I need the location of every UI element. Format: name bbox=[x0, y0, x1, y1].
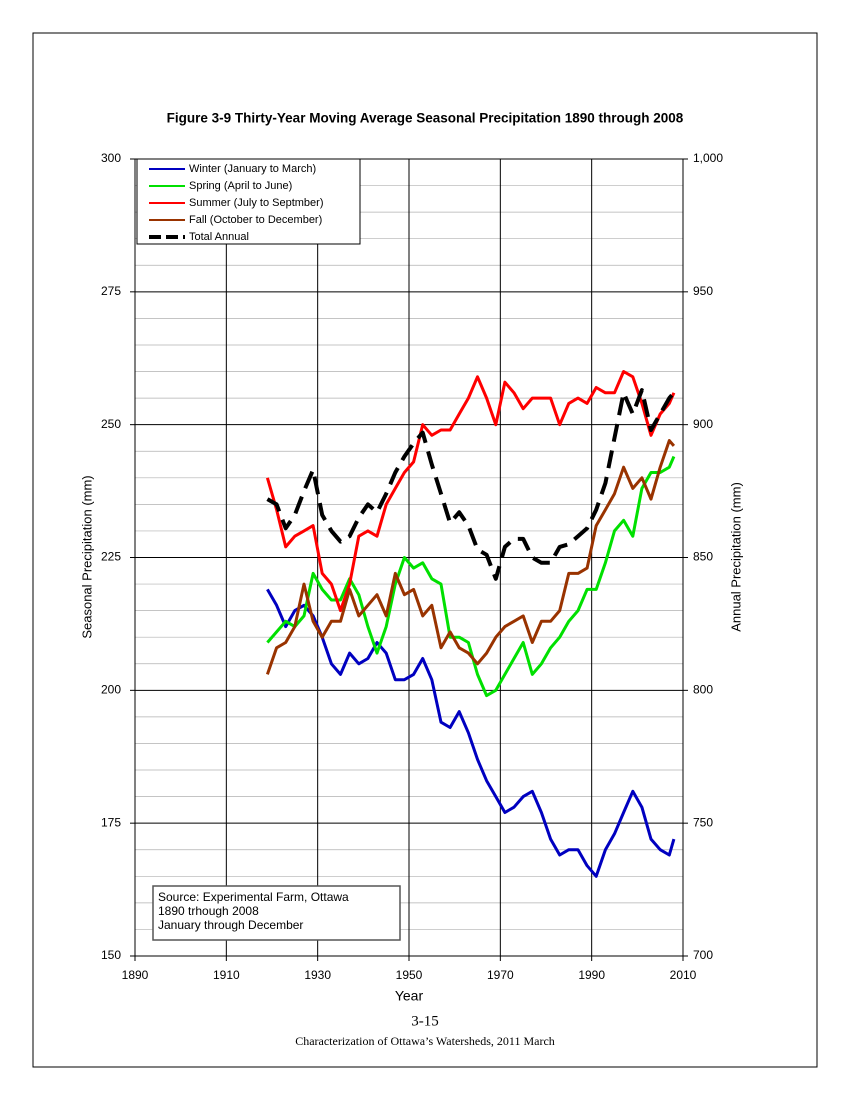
page-number: 3-15 bbox=[411, 1013, 439, 1029]
y2-tick-label: 900 bbox=[693, 417, 713, 431]
source-note: Source: Experimental Farm, Ottawa bbox=[158, 890, 349, 904]
series-line bbox=[266, 588, 676, 878]
y2-tick-label: 750 bbox=[693, 815, 713, 829]
y-tick-label: 275 bbox=[101, 284, 121, 298]
source-note: 1890 trhough 2008 bbox=[158, 904, 259, 918]
x-tick-label: 1930 bbox=[304, 968, 331, 982]
legend-label: Summer (July to Septmber) bbox=[189, 197, 323, 209]
x-tick-label: 1910 bbox=[213, 968, 240, 982]
series-line bbox=[265, 439, 676, 675]
legend-label: Winter (January to March) bbox=[189, 163, 316, 175]
legend-box bbox=[136, 158, 361, 245]
series-line bbox=[265, 370, 676, 613]
y-tick-label: 225 bbox=[101, 550, 121, 564]
y-tick-label: 175 bbox=[101, 815, 121, 829]
source-box bbox=[152, 885, 401, 941]
x-axis-label: Year bbox=[395, 988, 424, 1004]
footer: Characterization of Ottawa’s Watersheds,… bbox=[295, 1034, 555, 1048]
y-tick-label: 250 bbox=[101, 417, 121, 431]
plot-frame bbox=[134, 158, 684, 957]
y2-axis-label: Annual Precipitation (mm) bbox=[728, 482, 743, 632]
y-tick-label: 300 bbox=[101, 151, 121, 165]
chart-title: Figure 3-9 Thirty-Year Moving Average Se… bbox=[167, 111, 684, 126]
y-tick-label: 150 bbox=[101, 948, 121, 962]
x-tick-label: 1990 bbox=[578, 968, 605, 982]
y2-tick-label: 800 bbox=[693, 683, 713, 697]
y2-tick-label: 950 bbox=[693, 284, 713, 298]
x-tick-label: 1950 bbox=[396, 968, 423, 982]
legend-label: Spring (April to June) bbox=[189, 180, 292, 192]
legend-label: Fall (October to December) bbox=[189, 214, 322, 226]
series-line bbox=[266, 388, 676, 581]
y2-tick-label: 1,000 bbox=[693, 151, 723, 165]
y2-tick-label: 850 bbox=[693, 550, 713, 564]
x-tick-label: 1890 bbox=[122, 968, 149, 982]
y-axis-label: Seasonal Precipitation (mm) bbox=[79, 475, 94, 638]
x-tick-label: 2010 bbox=[670, 968, 697, 982]
source-note: January through December bbox=[158, 918, 303, 932]
x-tick-label: 1970 bbox=[487, 968, 514, 982]
y-tick-label: 200 bbox=[101, 683, 121, 697]
y2-tick-label: 700 bbox=[693, 948, 713, 962]
legend-label: Total Annual bbox=[189, 231, 249, 243]
page-border bbox=[32, 32, 818, 1068]
